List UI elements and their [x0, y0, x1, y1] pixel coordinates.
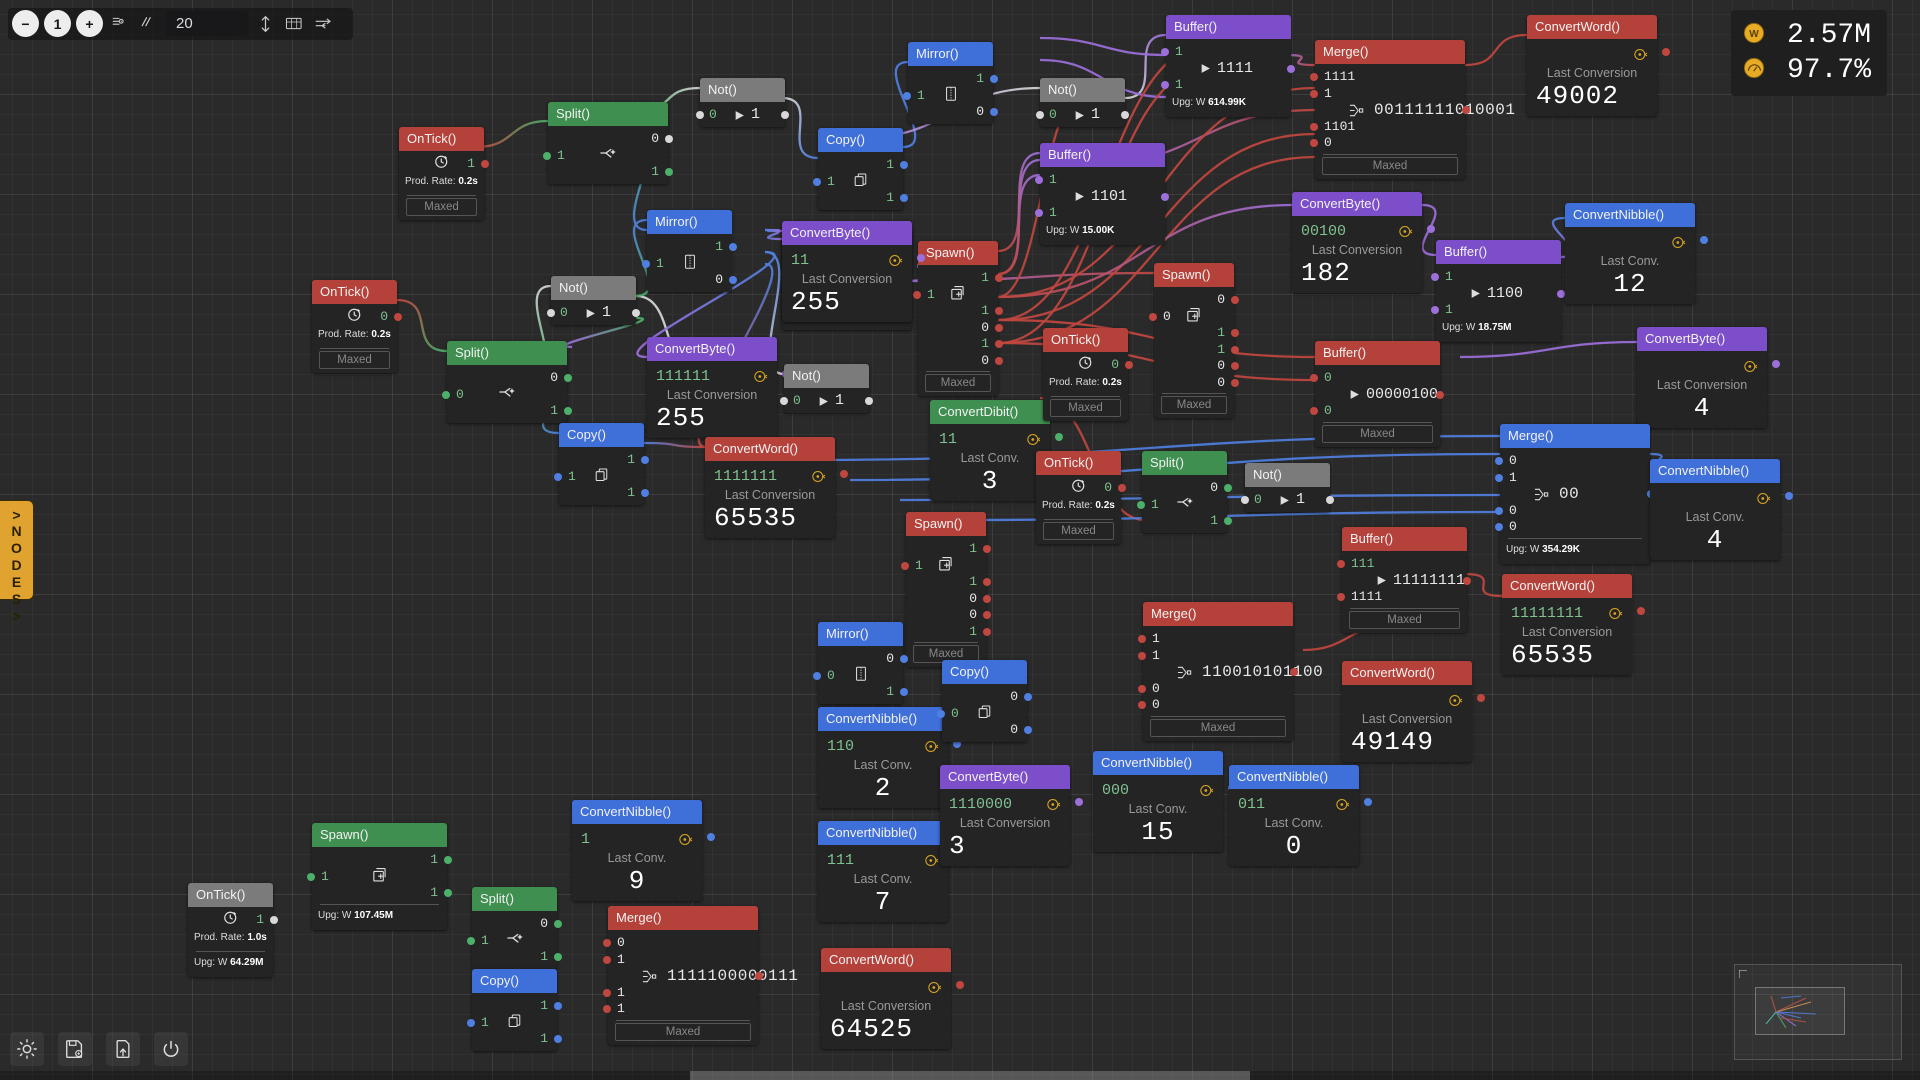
svg-text:W: W — [1749, 29, 1759, 40]
